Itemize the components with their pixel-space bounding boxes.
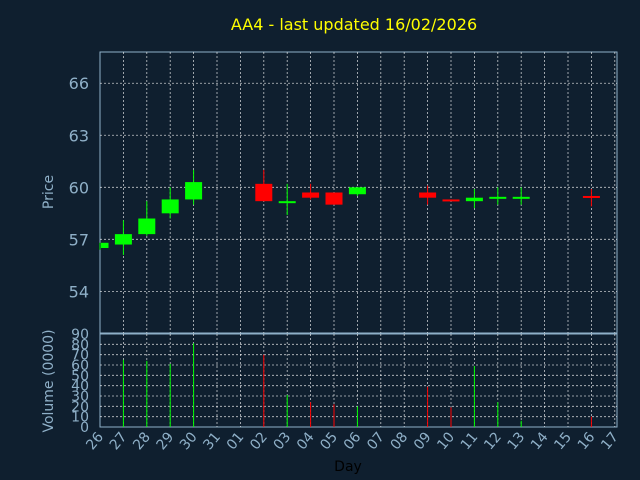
candle-10 bbox=[442, 199, 460, 202]
x-axis-day-ticks: 26 27 28 29 30 31 01 02 03 04 05 06 07 08 09 10 11 12 13 14… bbox=[83, 429, 622, 453]
candle-09 bbox=[419, 185, 437, 205]
volume-tick-label: 70 bbox=[71, 348, 89, 364]
candle-body bbox=[442, 199, 460, 202]
candle-body bbox=[489, 196, 507, 199]
candle-body bbox=[582, 195, 600, 198]
candle-body bbox=[161, 199, 179, 214]
day-tick-label: 06 bbox=[341, 429, 365, 453]
day-tick-label: 27 bbox=[107, 429, 131, 453]
candle-body bbox=[325, 192, 343, 205]
volume-axis-label: Volume (0000) bbox=[41, 329, 57, 432]
day-tick-label: 07 bbox=[364, 429, 388, 453]
chart-title: AA4 - last updated 16/02/2026 bbox=[231, 15, 477, 34]
candle-body bbox=[101, 242, 109, 249]
volume-tick-label: 90 bbox=[71, 327, 89, 343]
price-y-ticks: 54 57 60 63 66 bbox=[69, 74, 89, 301]
candle-body bbox=[348, 187, 366, 195]
candle-02 bbox=[255, 169, 273, 202]
candle-03 bbox=[278, 183, 296, 216]
candle-13 bbox=[512, 187, 530, 205]
day-tick-label: 02 bbox=[247, 429, 271, 453]
candle-11 bbox=[465, 189, 483, 209]
x-axis-label: Day bbox=[334, 459, 362, 475]
day-tick-label: 29 bbox=[154, 429, 178, 453]
volume-grid bbox=[100, 334, 617, 427]
candle-06 bbox=[348, 187, 366, 196]
day-tick-label: 10 bbox=[434, 429, 458, 453]
day-tick-label: 17 bbox=[598, 429, 622, 453]
volume-tick-label: 10 bbox=[71, 410, 89, 426]
day-tick-label: 13 bbox=[505, 429, 529, 453]
candle-body bbox=[512, 196, 530, 199]
volume-tick-label: 0 bbox=[80, 420, 89, 436]
day-tick-label: 01 bbox=[224, 429, 248, 453]
candle-body bbox=[255, 183, 273, 202]
day-tick-label: 12 bbox=[481, 429, 505, 453]
day-tick-label: 08 bbox=[388, 429, 412, 453]
day-tick-label: 03 bbox=[271, 429, 295, 453]
candle-30 bbox=[185, 169, 203, 205]
volume-plot-frame bbox=[99, 333, 618, 428]
price-tick-label: 54 bbox=[69, 282, 89, 301]
day-tick-label: 11 bbox=[458, 429, 482, 453]
day-tick-label: 16 bbox=[575, 429, 599, 453]
candle-12 bbox=[489, 187, 507, 205]
price-tick-label: 66 bbox=[69, 74, 89, 93]
candle-16 bbox=[582, 189, 600, 207]
day-tick-label: 05 bbox=[317, 429, 341, 453]
candle-27 bbox=[114, 220, 132, 255]
candle-29 bbox=[161, 187, 179, 219]
candle-body bbox=[138, 218, 156, 235]
volume-tick-label: 60 bbox=[71, 358, 89, 374]
candle-05 bbox=[325, 192, 343, 205]
candle-26 bbox=[99, 242, 109, 250]
day-tick-label: 04 bbox=[294, 429, 318, 453]
day-tick-label: 30 bbox=[177, 429, 201, 453]
volume-tick-label: 40 bbox=[71, 379, 89, 395]
candle-body bbox=[302, 192, 320, 198]
day-tick-label: 09 bbox=[411, 429, 435, 453]
price-axis-label: Price bbox=[41, 175, 57, 209]
day-tick-label: 14 bbox=[528, 429, 552, 453]
price-tick-label: 63 bbox=[69, 126, 89, 145]
candle-body bbox=[278, 201, 296, 204]
day-tick-label: 31 bbox=[200, 429, 224, 453]
price-tick-label: 57 bbox=[69, 230, 89, 249]
price-panel: 54 57 60 63 66 Price bbox=[41, 51, 618, 334]
volume-tick-label: 50 bbox=[71, 368, 89, 384]
candle-body bbox=[465, 197, 483, 202]
candles bbox=[99, 169, 600, 255]
price-tick-label: 60 bbox=[69, 178, 89, 197]
day-tick-label: 28 bbox=[130, 429, 154, 453]
volume-tick-label: 80 bbox=[71, 337, 89, 353]
candle-28 bbox=[138, 201, 156, 236]
volume-tick-label: 20 bbox=[71, 399, 89, 415]
candle-body bbox=[185, 182, 203, 200]
candle-body bbox=[114, 234, 132, 245]
volume-bars bbox=[122, 343, 592, 427]
volume-tick-label: 30 bbox=[71, 389, 89, 405]
candle-body bbox=[419, 192, 437, 198]
price-plot-frame bbox=[99, 51, 618, 334]
day-tick-label: 15 bbox=[551, 429, 575, 453]
candle-04 bbox=[302, 183, 320, 200]
